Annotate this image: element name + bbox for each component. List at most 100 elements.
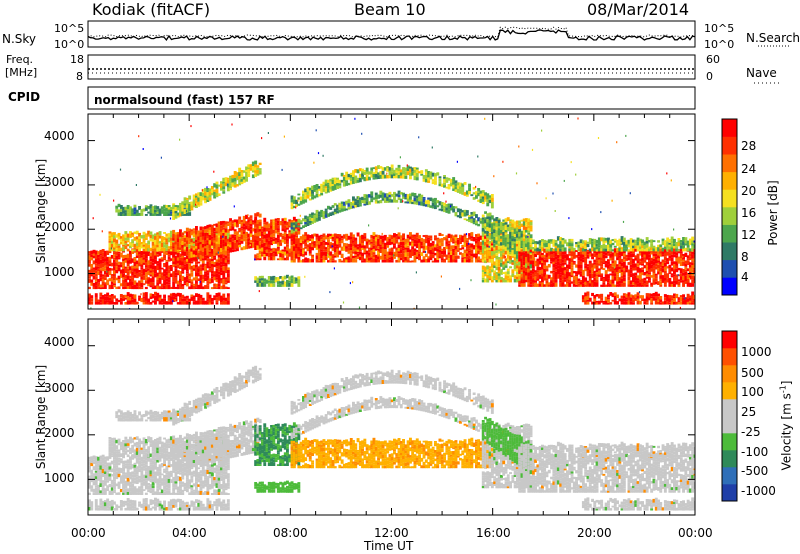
power-cell	[254, 167, 258, 171]
power-cell	[261, 231, 264, 234]
power-cell	[584, 253, 588, 257]
power-cell	[374, 170, 378, 174]
power-cell	[124, 237, 128, 241]
power-cell	[188, 234, 192, 238]
power-cell	[682, 261, 685, 266]
power-cell	[131, 294, 135, 297]
power-cell	[568, 276, 572, 280]
power-cell	[183, 197, 187, 201]
power-cell	[135, 273, 139, 279]
power-cell	[322, 233, 326, 238]
power-cell	[399, 175, 403, 179]
power-cell	[472, 187, 476, 190]
power-cell	[283, 281, 287, 284]
power-cell	[620, 249, 624, 252]
power-cell	[290, 235, 294, 239]
power-cell	[461, 247, 465, 250]
power-cell	[290, 220, 294, 224]
power-cell	[465, 246, 469, 249]
power-cell	[470, 247, 474, 250]
power-cell	[144, 237, 148, 240]
power-cell	[122, 265, 125, 269]
power-cell	[622, 267, 626, 271]
power-cell	[160, 242, 164, 247]
power-cell	[338, 250, 342, 255]
power-cell	[113, 232, 116, 236]
power-cell	[199, 280, 203, 285]
power-cell	[185, 243, 189, 247]
power-cell	[452, 188, 456, 191]
power-cell	[174, 297, 178, 302]
power-cell	[147, 240, 151, 245]
power-cell	[531, 260, 535, 265]
power-cell	[413, 243, 417, 247]
power-cell	[520, 273, 524, 278]
power-cell	[172, 254, 176, 258]
power-speckle	[484, 117, 486, 120]
power-cell	[418, 246, 421, 249]
power-cell	[304, 239, 308, 243]
power-cell	[518, 229, 522, 233]
power-cell	[477, 199, 481, 202]
power-cell	[643, 241, 647, 246]
power-cell	[220, 299, 223, 303]
power-cell	[226, 296, 230, 301]
power-cell	[149, 285, 153, 288]
power-cell	[365, 254, 369, 258]
power-cell	[475, 243, 478, 248]
power-cell	[682, 280, 685, 283]
power-cell	[561, 240, 565, 245]
power-cell	[538, 245, 542, 249]
power-cell	[167, 279, 171, 283]
nsky-tick-high: 10^5	[54, 22, 85, 35]
power-cell	[358, 239, 362, 244]
power-cell	[673, 248, 676, 252]
power-cell	[611, 242, 615, 246]
power-cell	[192, 194, 196, 198]
power-cell	[481, 234, 485, 237]
power-cell	[370, 167, 374, 171]
power-cell	[666, 261, 670, 265]
power-cell	[383, 238, 387, 241]
power-cell	[563, 284, 567, 287]
power-cell	[657, 247, 660, 252]
power-cell	[434, 201, 437, 206]
power-cell	[195, 237, 198, 240]
power-cell	[156, 247, 160, 252]
power-cell	[554, 262, 558, 265]
power-cell	[595, 274, 599, 276]
power-cell	[591, 280, 594, 283]
power-cell	[397, 244, 401, 248]
power-cell	[115, 259, 119, 263]
power-cell	[222, 243, 226, 247]
power-cell	[181, 268, 185, 272]
power-cell	[500, 229, 503, 234]
power-cell	[641, 285, 644, 287]
power-cell	[204, 232, 207, 237]
power-cell	[222, 191, 226, 194]
power-cell	[131, 208, 135, 213]
power-cell	[113, 245, 116, 248]
power-cell	[149, 268, 153, 271]
power-cell	[101, 267, 105, 272]
power-speckle	[397, 207, 399, 210]
power-cell	[103, 286, 107, 289]
power-cell	[222, 220, 226, 224]
power-cell	[108, 235, 112, 239]
power-cell	[493, 247, 497, 250]
power-cell	[497, 226, 501, 229]
power-cell	[657, 264, 660, 269]
power-cell	[456, 208, 460, 213]
power-cell	[142, 268, 146, 273]
power-cell	[267, 252, 271, 258]
power-cell	[522, 279, 526, 282]
power-cell	[144, 269, 148, 273]
power-cell	[224, 182, 228, 187]
power-cell	[206, 192, 210, 197]
power-cell	[197, 300, 201, 305]
power-cell	[206, 255, 210, 258]
power-cell	[584, 245, 588, 249]
power-cell	[454, 255, 458, 260]
power-cell	[124, 278, 128, 283]
power-cell	[342, 205, 346, 209]
